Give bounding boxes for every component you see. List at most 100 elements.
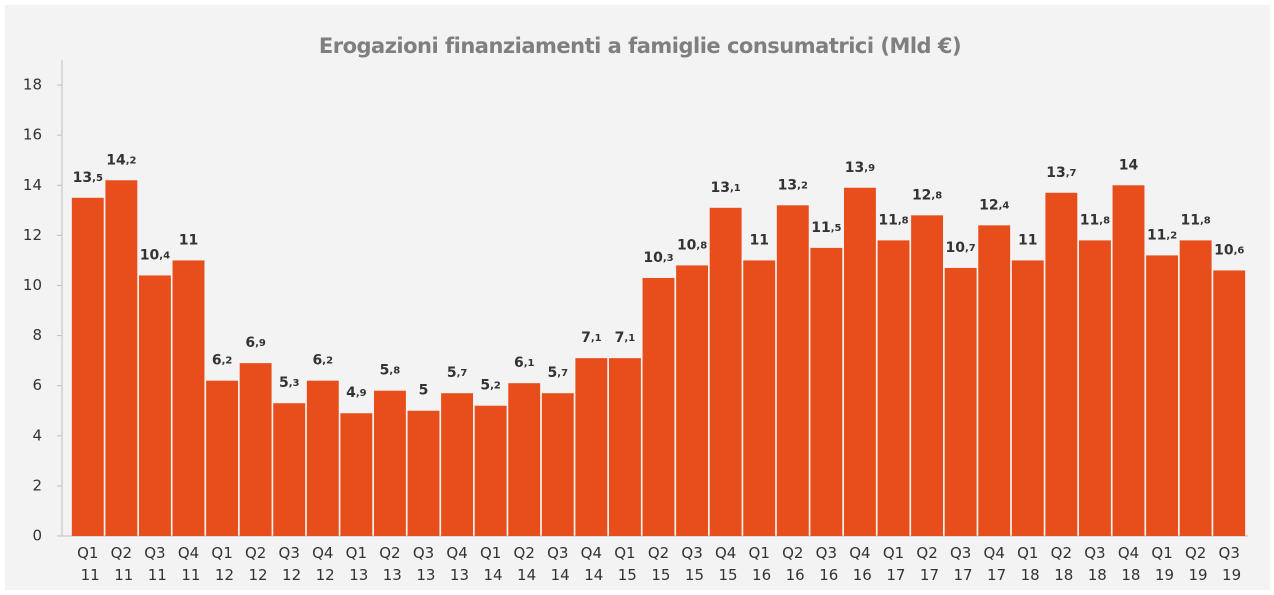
value-label: 11 [749, 232, 768, 248]
bar [1078, 240, 1111, 536]
x-tick-label: Q3 12 [277, 544, 301, 584]
bar [306, 380, 339, 536]
value-label: 13,7 [1046, 165, 1076, 181]
value-label: 5 [419, 383, 429, 399]
value-label: 7,1 [581, 330, 602, 346]
bar [877, 240, 910, 536]
bar [709, 207, 742, 536]
value-label: 11,2 [1147, 227, 1177, 243]
value-label: 10,6 [1214, 242, 1244, 258]
bar [978, 225, 1011, 537]
bar [541, 393, 574, 536]
x-tick-label: Q1 11 [76, 544, 100, 584]
x-tick-label: Q3 11 [143, 544, 167, 584]
x-tick-label: Q4 14 [579, 544, 603, 584]
bar [843, 187, 876, 536]
bar [1112, 185, 1145, 536]
x-tick-label: Q3 14 [546, 544, 570, 584]
x-tick-label: Q4 18 [1117, 544, 1141, 584]
bar [273, 403, 306, 536]
value-label: 11,8 [1080, 212, 1110, 228]
value-label: 5,3 [279, 375, 300, 391]
y-tick-label: 6 [32, 376, 42, 394]
x-tick-label: Q2 19 [1184, 544, 1208, 584]
x-tick-label: Q1 17 [882, 544, 906, 584]
value-label: 12,4 [979, 197, 1009, 213]
value-label: 5,7 [548, 365, 569, 381]
bar [407, 410, 440, 536]
value-label: 6,2 [212, 353, 233, 369]
value-label: 5,8 [380, 363, 401, 379]
bar [373, 390, 406, 536]
bar [810, 247, 843, 537]
value-label: 11,5 [811, 220, 841, 236]
bar [206, 380, 239, 536]
value-label: 10,4 [140, 247, 170, 263]
x-tick-label: Q4 11 [177, 544, 201, 584]
x-tick-label: Q2 11 [109, 544, 133, 584]
value-label: 11 [179, 232, 198, 248]
value-label: 11,8 [878, 212, 908, 228]
bar [1179, 240, 1212, 536]
bar [1011, 260, 1044, 536]
value-label: 13,9 [845, 160, 875, 176]
x-tick-label: Q2 13 [378, 544, 402, 584]
value-label: 11,8 [1181, 212, 1211, 228]
value-label: 4,9 [346, 385, 367, 401]
value-label: 13,1 [711, 180, 741, 196]
x-tick-label: Q2 12 [244, 544, 268, 584]
bar [138, 275, 171, 536]
bar [575, 358, 608, 536]
value-label: 7,1 [615, 330, 636, 346]
x-tick-label: Q1 18 [1016, 544, 1040, 584]
bar [474, 405, 507, 536]
bar [71, 197, 104, 536]
bar [676, 265, 709, 536]
y-tick-label: 0 [32, 527, 42, 545]
bar [1213, 270, 1246, 536]
x-tick-label: Q4 12 [311, 544, 335, 584]
x-tick-label: Q3 17 [949, 544, 973, 584]
x-tick-label: Q2 16 [781, 544, 805, 584]
x-tick-label: Q4 15 [714, 544, 738, 584]
y-tick-label: 14 [23, 176, 42, 194]
value-label: 5,7 [447, 365, 468, 381]
x-tick-label: Q2 17 [915, 544, 939, 584]
y-tick-label: 12 [23, 226, 42, 244]
value-label: 14 [1119, 157, 1139, 173]
x-tick-label: Q3 15 [680, 544, 704, 584]
x-tick-label: Q1 16 [747, 544, 771, 584]
bar [743, 260, 776, 536]
bar [1146, 255, 1179, 536]
value-label: 13,2 [778, 177, 808, 193]
x-tick-label: Q3 18 [1083, 544, 1107, 584]
x-tick-label: Q4 13 [445, 544, 469, 584]
bar [239, 363, 272, 536]
y-tick-label: 16 [23, 126, 42, 144]
y-tick-label: 4 [32, 426, 42, 444]
x-tick-label: Q1 19 [1150, 544, 1174, 584]
bar [508, 383, 541, 536]
x-tick-label: Q1 15 [613, 544, 637, 584]
x-tick-label: Q3 13 [412, 544, 436, 584]
bar [911, 215, 944, 537]
y-tick-label: 10 [23, 276, 42, 294]
x-tick-label: Q1 13 [344, 544, 368, 584]
bar [1045, 192, 1078, 537]
bar [944, 267, 977, 536]
chart-title: Erogazioni finanziamenti a famiglie cons… [319, 34, 961, 58]
y-tick-label: 18 [23, 76, 42, 94]
x-tick-label: Q2 14 [512, 544, 536, 584]
bar [642, 277, 675, 536]
value-label: 10,8 [677, 237, 707, 253]
x-tick-label: Q1 12 [210, 544, 234, 584]
bar [776, 205, 809, 536]
x-tick-label: Q3 19 [1217, 544, 1241, 584]
bar [105, 180, 138, 536]
x-tick-label: Q4 17 [982, 544, 1006, 584]
value-label: 6,1 [514, 355, 535, 371]
bar [608, 358, 641, 536]
value-label: 14,2 [106, 152, 136, 168]
